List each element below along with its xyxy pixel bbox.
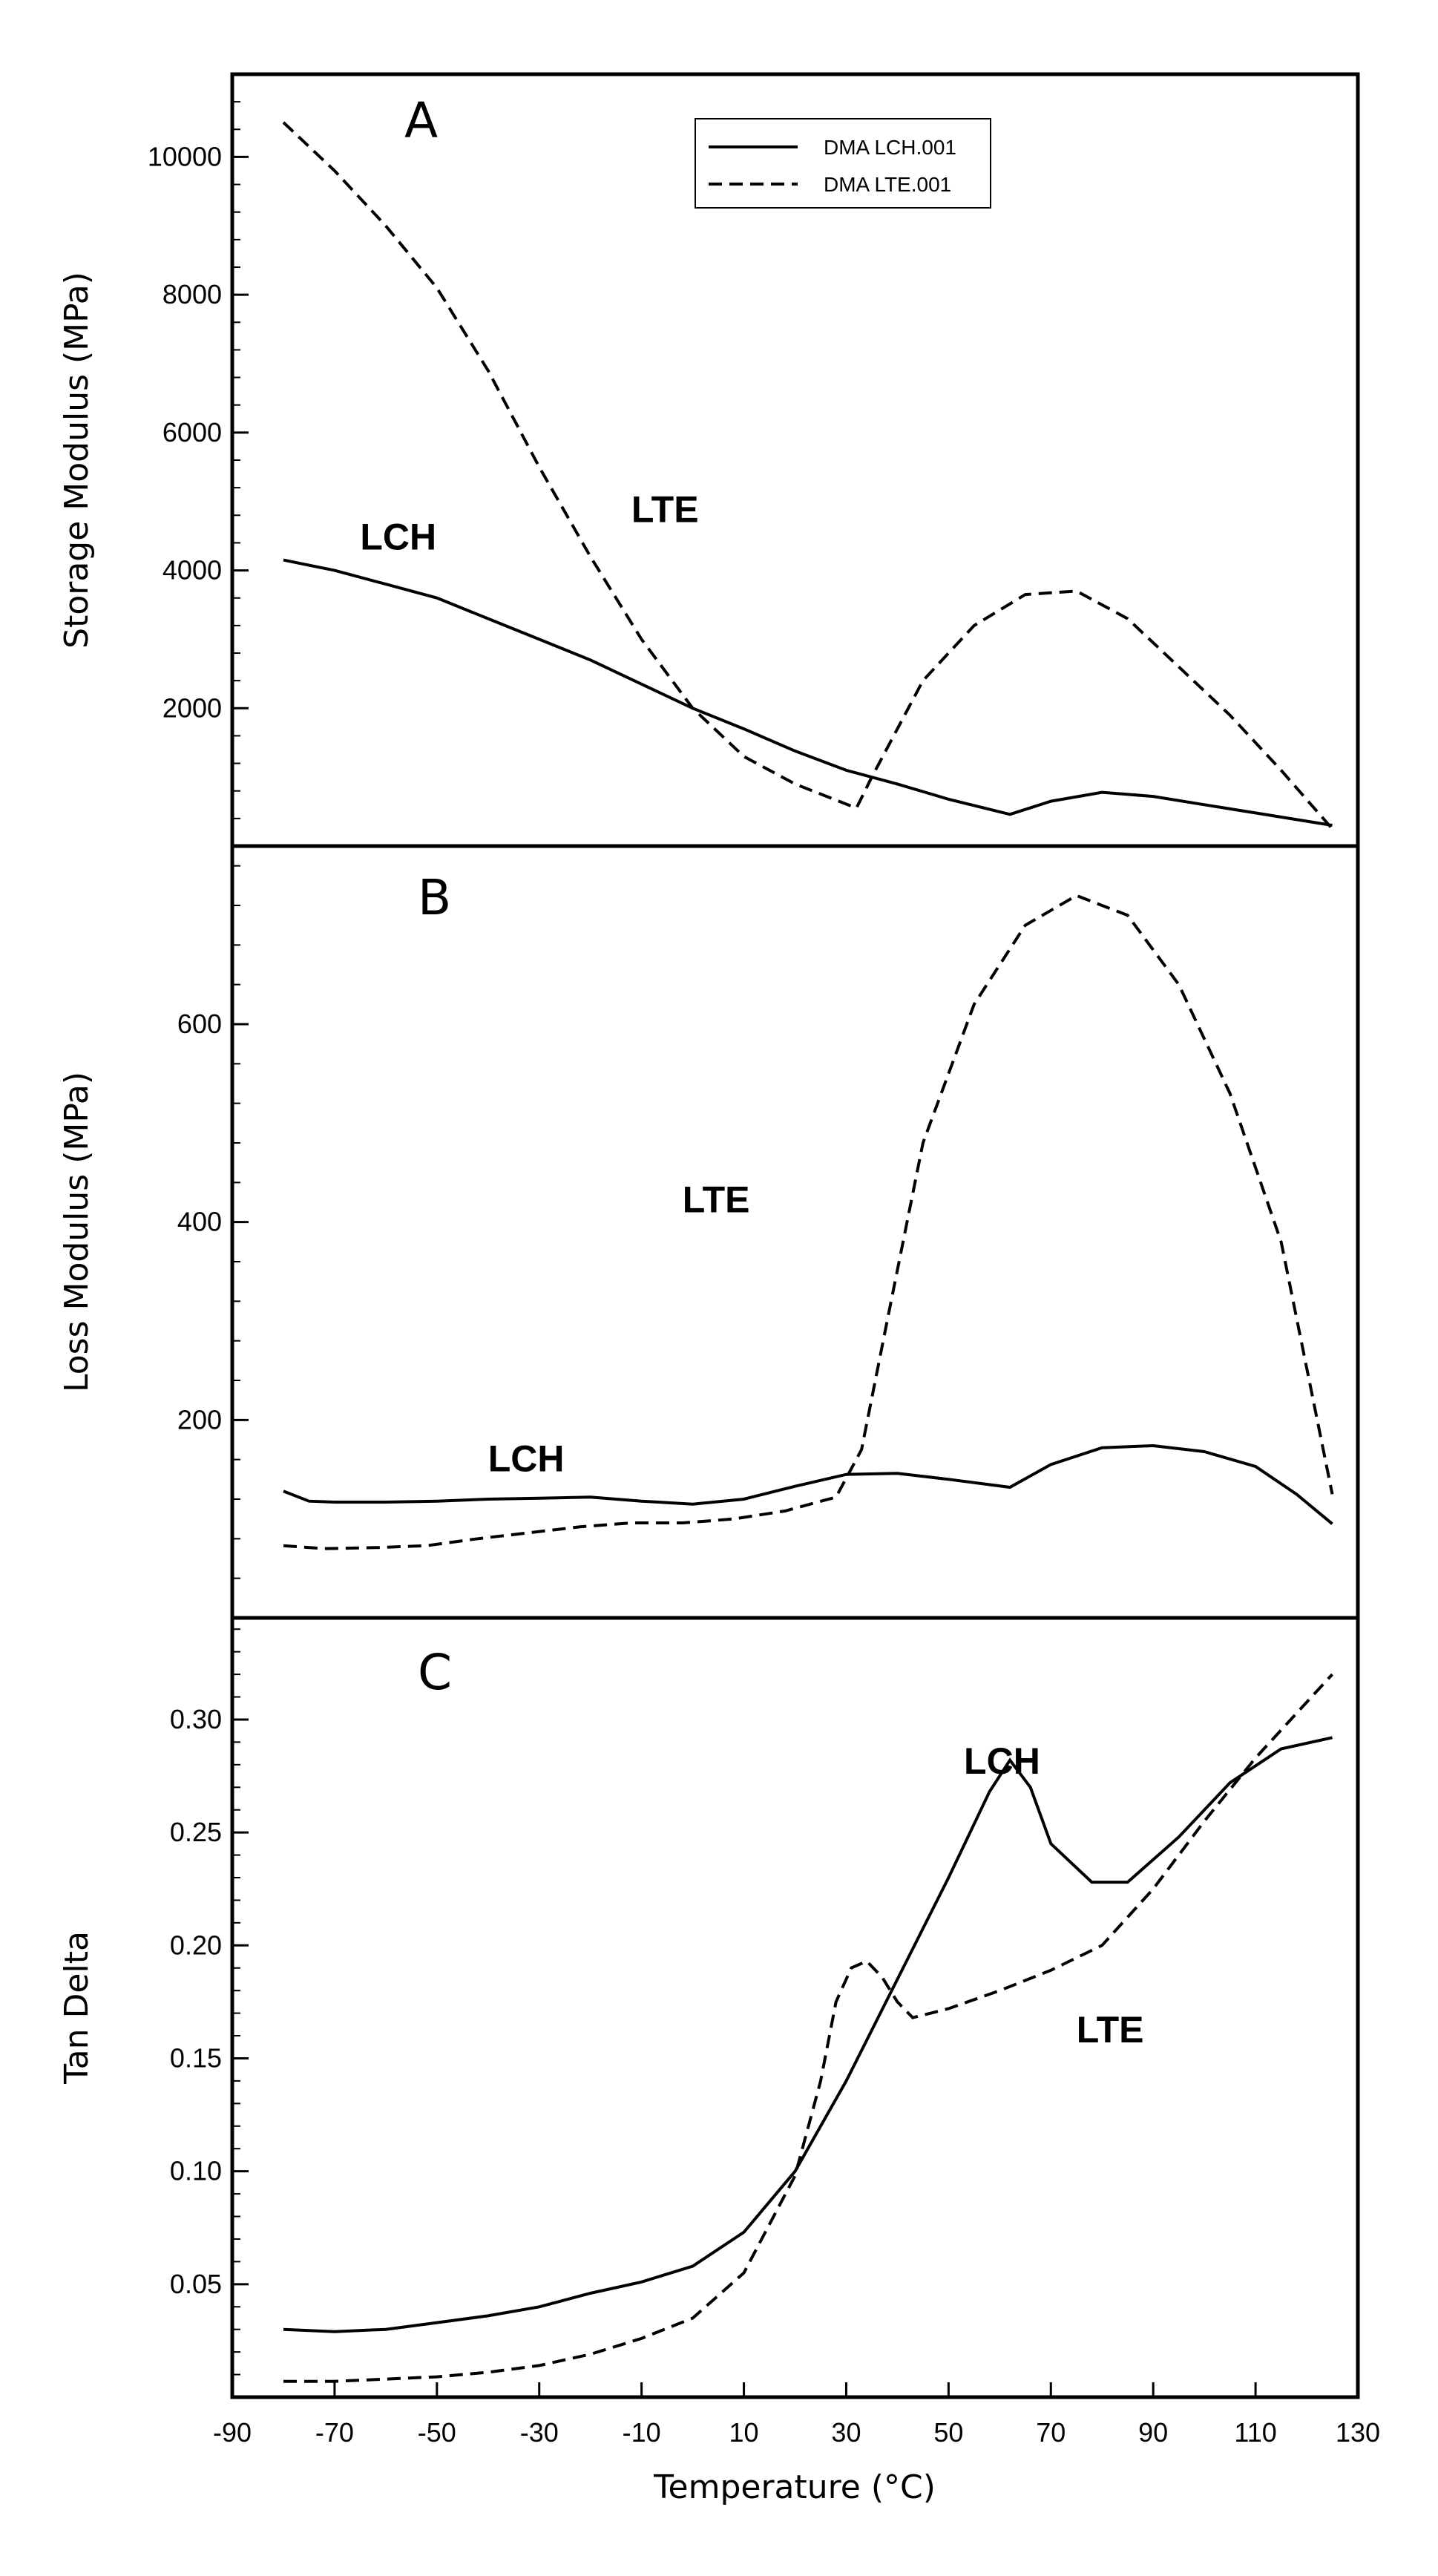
panel-c-line-lch — [283, 1736, 1333, 2333]
panel-c-ylabel: Tan Delta — [58, 1931, 96, 2085]
panel-b-loss-modulus: 200 400 600 LCH LTE B Loss Modulus (MPa) — [58, 844, 1360, 1620]
legend-box — [695, 118, 991, 209]
panel-a-storage-modulus: 2000 4000 6000 8000 10000 LCH LTE A Storage Mo… — [58, 72, 1360, 848]
panel-b-line-lch — [283, 1443, 1333, 1525]
panel-c-ytick-label: 0.10 — [170, 2156, 222, 2186]
panel-b-ytick-label: 400 — [177, 1207, 222, 1237]
panel-a-ytick-label: 6000 — [162, 417, 222, 448]
legend-entry-lte: DMA LTE.001 — [824, 173, 951, 196]
x-tick-label: 70 — [1036, 2417, 1066, 2448]
panel-a-ytick-label: 2000 — [162, 692, 222, 723]
panel-c-frame — [230, 1616, 1360, 2399]
panel-a-ylabel: Storage Modulus (MPa) — [58, 272, 96, 649]
x-tick-label: -30 — [520, 2417, 559, 2448]
panel-a-line-lte — [282, 121, 1334, 830]
panel-b-ylabel: Loss Modulus (MPa) — [58, 1072, 96, 1392]
panel-c-tan-delta: 0.05 0.10 0.15 0.20 0.25 0.30 -90 -70 -50 -30 -10 1… — [58, 1616, 1380, 2506]
panel-b-marks: 200 400 600 LCH LTE — [177, 865, 1334, 1579]
panel-c-letter: C — [418, 1644, 452, 1701]
panel-a-line-lch — [283, 558, 1333, 827]
panel-b-line-lte — [283, 894, 1334, 1550]
x-axis-label: Temperature (°C) — [653, 2468, 936, 2506]
x-tick-label: 10 — [729, 2417, 759, 2448]
x-tick-label: -70 — [315, 2417, 354, 2448]
panel-a-ytick-label: 10000 — [148, 141, 222, 171]
panel-c-ytick-label: 0.20 — [170, 1930, 222, 1960]
x-tick-label: 90 — [1138, 2417, 1168, 2448]
legend-entry-lch: DMA LCH.001 — [824, 136, 956, 159]
panel-a-label-lch: LCH — [360, 517, 436, 558]
panel-c-ytick-label: 0.05 — [170, 2269, 222, 2299]
panel-a-label-lte: LTE — [631, 489, 699, 531]
panel-a-ytick-label: 4000 — [162, 555, 222, 586]
panel-a-marks: 2000 4000 6000 8000 10000 LCH LTE — [148, 101, 1334, 830]
x-tick-label: -90 — [213, 2417, 252, 2448]
panel-c-marks: 0.05 0.10 0.15 0.20 0.25 0.30 -90 -70 -50 -30 -10 1… — [170, 1628, 1380, 2448]
panel-b-label-lch: LCH — [488, 1438, 565, 1480]
panel-a-ytick-label: 8000 — [162, 279, 222, 309]
x-tick-label: 130 — [1336, 2417, 1380, 2448]
x-tick-label: 50 — [933, 2417, 963, 2448]
panel-c-label-lch: LCH — [964, 1740, 1040, 1782]
panel-b-label-lte: LTE — [683, 1179, 750, 1220]
panel-a-letter: A — [404, 92, 438, 149]
panel-c-label-lte: LTE — [1077, 2009, 1144, 2051]
panel-b-letter: B — [418, 869, 451, 926]
x-tick-label: 30 — [831, 2417, 861, 2448]
panel-b-ytick-label: 600 — [177, 1009, 222, 1039]
x-tick-label: 110 — [1234, 2417, 1276, 2448]
panel-c-ytick-label: 0.30 — [170, 1704, 222, 1734]
x-tick-label: -10 — [623, 2417, 661, 2448]
legend: DMA LCH.001 DMA LTE.001 — [695, 118, 991, 209]
panel-c-ytick-label: 0.25 — [170, 1817, 222, 1847]
panel-c-ytick-label: 0.15 — [170, 2042, 222, 2073]
panel-b-ytick-label: 200 — [177, 1404, 222, 1435]
panel-c-line-lte — [283, 1673, 1333, 2383]
x-tick-label: -50 — [418, 2417, 456, 2448]
